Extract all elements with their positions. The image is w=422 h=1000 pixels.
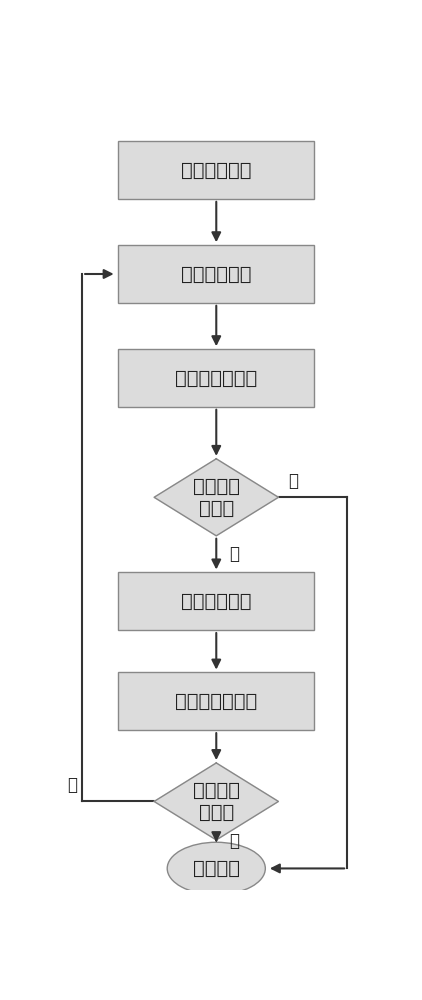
Polygon shape <box>154 459 279 536</box>
Text: 计算事件风险值: 计算事件风险值 <box>175 368 257 387</box>
Bar <box>118 349 314 407</box>
Text: 安全事件模型: 安全事件模型 <box>181 161 252 180</box>
Bar <box>118 245 314 303</box>
Text: 是: 是 <box>230 832 239 850</box>
Text: 事件告警: 事件告警 <box>193 859 240 878</box>
Bar <box>118 141 314 199</box>
Text: 否: 否 <box>230 545 239 563</box>
Bar <box>118 572 314 630</box>
Bar <box>118 672 314 730</box>
Ellipse shape <box>167 842 265 895</box>
Text: 是: 是 <box>288 472 298 490</box>
Polygon shape <box>154 763 279 840</box>
Text: 一级规则匹配: 一级规则匹配 <box>181 264 252 284</box>
Text: 计算事件风险值: 计算事件风险值 <box>175 692 257 711</box>
Text: 是否达到
阈值？: 是否达到 阈值？ <box>193 781 240 822</box>
Text: 是否达到
阈值？: 是否达到 阈值？ <box>193 477 240 518</box>
Text: 二级规则匹配: 二级规则匹配 <box>181 592 252 611</box>
Text: 否: 否 <box>67 776 77 794</box>
